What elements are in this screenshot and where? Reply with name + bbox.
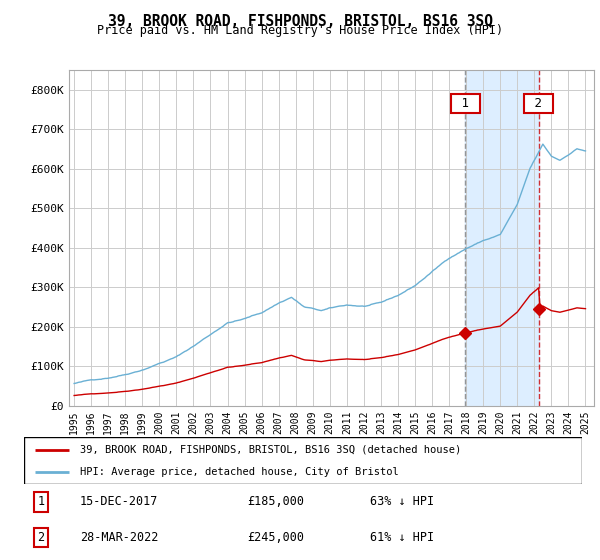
Text: 2: 2: [37, 531, 44, 544]
Text: 1: 1: [37, 496, 44, 508]
Text: 61% ↓ HPI: 61% ↓ HPI: [370, 531, 434, 544]
Text: 15-DEC-2017: 15-DEC-2017: [80, 496, 158, 508]
Text: 63% ↓ HPI: 63% ↓ HPI: [370, 496, 434, 508]
Text: 2: 2: [527, 97, 550, 110]
Text: HPI: Average price, detached house, City of Bristol: HPI: Average price, detached house, City…: [80, 466, 398, 477]
FancyBboxPatch shape: [24, 437, 582, 484]
Text: 39, BROOK ROAD, FISHPONDS, BRISTOL, BS16 3SQ: 39, BROOK ROAD, FISHPONDS, BRISTOL, BS16…: [107, 14, 493, 29]
Text: £245,000: £245,000: [247, 531, 304, 544]
Bar: [466, 70, 539, 406]
Text: £185,000: £185,000: [247, 496, 304, 508]
Text: Price paid vs. HM Land Registry's House Price Index (HPI): Price paid vs. HM Land Registry's House …: [97, 24, 503, 36]
Text: 39, BROOK ROAD, FISHPONDS, BRISTOL, BS16 3SQ (detached house): 39, BROOK ROAD, FISHPONDS, BRISTOL, BS16…: [80, 445, 461, 455]
Text: 28-MAR-2022: 28-MAR-2022: [80, 531, 158, 544]
Text: 1: 1: [454, 97, 476, 110]
